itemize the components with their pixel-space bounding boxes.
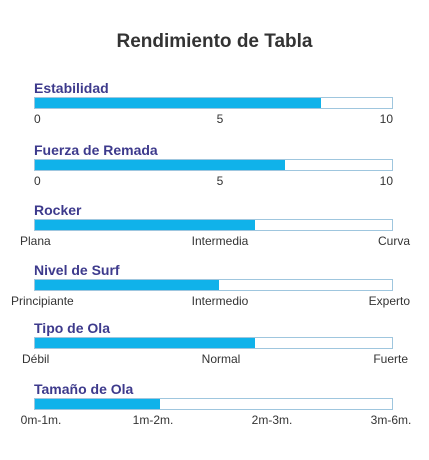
scale-label-4: 3m-6m.: [370, 413, 412, 427]
scale-mid-label: Intermedia: [191, 234, 249, 248]
metric-label: Fuerza de Remada: [34, 142, 158, 158]
metric-label: Tipo de Ola: [34, 320, 110, 336]
scale-mid-label: 5: [216, 112, 224, 126]
scale-mid-label: 5: [216, 174, 224, 188]
metric-estabilidad: Estabilidad 0 5 10: [0, 80, 429, 142]
rating-bar: [34, 97, 393, 109]
metric-rocker: Rocker Plana Intermedia Curva: [0, 202, 429, 264]
metric-tamano-de-ola: Tamaño de Ola 0m-1m. 1m-2m. 2m-3m. 3m-6m…: [0, 381, 429, 443]
metric-fuerza-de-remada: Fuerza de Remada 0 5 10: [0, 142, 429, 204]
scale-label-3: 2m-3m.: [251, 413, 293, 427]
rating-bar: [34, 279, 393, 291]
metric-tipo-de-ola: Tipo de Ola Débil Normal Fuerte: [0, 320, 429, 382]
metric-label: Estabilidad: [34, 80, 109, 96]
scale-max-label: Fuerte: [373, 352, 408, 366]
rating-bar-fill: [35, 280, 219, 290]
scale-max-label: Curva: [377, 234, 410, 248]
metric-label: Tamaño de Ola: [34, 381, 134, 397]
rating-bar: [34, 159, 393, 171]
scale-mid-label: Intermedio: [191, 294, 249, 308]
rating-bar-fill: [35, 338, 255, 348]
scale-label-2: 1m-2m.: [132, 413, 174, 427]
rating-bar-fill: [35, 399, 160, 409]
scale-label-1: 0m-1m.: [20, 413, 62, 427]
metric-label: Rocker: [34, 202, 82, 218]
scale-min-label: Débil: [22, 352, 50, 366]
page-title: Rendimiento de Tabla: [116, 31, 313, 52]
metric-nivel-de-surf: Nivel de Surf Principiante Intermedio Ex…: [0, 262, 429, 324]
scale-max-label: Experto: [368, 294, 410, 308]
scale-min-label: 0: [34, 112, 41, 126]
metric-label: Nivel de Surf: [34, 262, 120, 278]
rating-bar-fill: [35, 160, 285, 170]
scale-min-label: Plana: [20, 234, 51, 248]
rating-bar: [34, 398, 393, 410]
scale-min-label: 0: [34, 174, 41, 188]
rating-bar-fill: [35, 220, 255, 230]
scale-max-label: 10: [379, 174, 393, 188]
scale-mid-label: Normal: [201, 352, 241, 366]
rating-bar: [34, 337, 393, 349]
rating-bar-fill: [35, 98, 321, 108]
scale-min-label: Principiante: [11, 294, 74, 308]
scale-max-label: 10: [379, 112, 393, 126]
rating-bar: [34, 219, 393, 231]
